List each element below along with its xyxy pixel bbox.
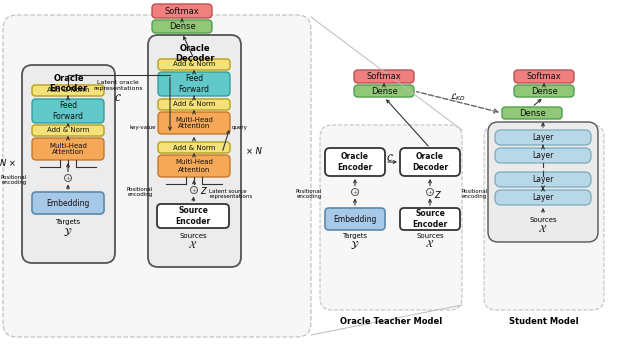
Text: $\mathcal{Y}$: $\mathcal{Y}$ (350, 239, 360, 251)
Text: Softmax: Softmax (164, 7, 200, 16)
Text: Latent oracle
representations: Latent oracle representations (93, 80, 143, 91)
Text: $\mathcal{L}_{KD}$: $\mathcal{L}_{KD}$ (450, 91, 466, 103)
Text: Add & Norm: Add & Norm (47, 128, 89, 134)
Text: Student Model: Student Model (509, 317, 579, 326)
FancyBboxPatch shape (158, 155, 230, 177)
Text: Positional
encoding: Positional encoding (462, 189, 488, 199)
Text: Multi-Head
Attention: Multi-Head Attention (49, 142, 87, 156)
Text: Latent source
representations: Latent source representations (209, 189, 252, 199)
Text: $\mathcal{C}$: $\mathcal{C}$ (386, 152, 394, 163)
FancyBboxPatch shape (514, 85, 574, 97)
Text: Oracle
Encoder: Oracle Encoder (337, 152, 372, 172)
FancyBboxPatch shape (22, 65, 115, 263)
FancyBboxPatch shape (400, 208, 460, 230)
Text: +: + (191, 187, 196, 193)
Text: Sources: Sources (416, 233, 444, 239)
Text: $\mathcal{Y}$: $\mathcal{Y}$ (63, 226, 73, 238)
FancyBboxPatch shape (325, 148, 385, 176)
Text: Add & Norm: Add & Norm (173, 61, 215, 68)
FancyBboxPatch shape (32, 192, 104, 214)
Text: key-value: key-value (129, 125, 156, 129)
FancyBboxPatch shape (484, 125, 604, 310)
Text: Softmax: Softmax (527, 72, 561, 81)
Text: Softmax: Softmax (367, 72, 401, 81)
FancyBboxPatch shape (495, 172, 591, 187)
Text: Feed
Forward: Feed Forward (179, 74, 209, 94)
FancyBboxPatch shape (152, 20, 212, 33)
FancyBboxPatch shape (158, 59, 230, 70)
FancyBboxPatch shape (158, 72, 230, 96)
FancyBboxPatch shape (3, 15, 311, 337)
FancyBboxPatch shape (158, 99, 230, 110)
Text: Add & Norm: Add & Norm (173, 145, 215, 150)
Text: Add & Norm: Add & Norm (173, 101, 215, 108)
Text: Layer: Layer (532, 151, 554, 160)
Text: Z: Z (200, 187, 205, 197)
Text: $\mathcal{X}$: $\mathcal{X}$ (188, 240, 198, 250)
FancyBboxPatch shape (354, 85, 414, 97)
Text: Multi-Head
Attention: Multi-Head Attention (175, 117, 213, 129)
FancyBboxPatch shape (32, 138, 104, 160)
Text: Feed
Forward: Feed Forward (52, 101, 83, 121)
Text: +: + (353, 189, 358, 195)
FancyBboxPatch shape (325, 208, 385, 230)
Text: Positional
encoding: Positional encoding (1, 175, 27, 185)
FancyBboxPatch shape (502, 107, 562, 119)
FancyBboxPatch shape (148, 35, 241, 267)
FancyBboxPatch shape (32, 125, 104, 136)
Text: +: + (428, 189, 433, 195)
FancyBboxPatch shape (152, 4, 212, 18)
Text: Sources: Sources (529, 217, 557, 223)
Text: Oracle Teacher Model: Oracle Teacher Model (340, 317, 442, 326)
Text: Oracle
Decoder: Oracle Decoder (175, 44, 214, 63)
Text: $\mathcal{X}$: $\mathcal{X}$ (426, 239, 435, 249)
Text: $\mathcal{C}$: $\mathcal{C}$ (114, 92, 122, 103)
Text: N ×: N × (0, 159, 16, 168)
FancyBboxPatch shape (495, 148, 591, 163)
Text: Layer: Layer (532, 133, 554, 142)
Text: Source
Encoder: Source Encoder (175, 206, 211, 226)
Text: Z: Z (434, 190, 440, 199)
FancyBboxPatch shape (157, 204, 229, 228)
Text: Positional
encoding: Positional encoding (296, 189, 322, 199)
Text: Layer: Layer (532, 193, 554, 202)
Text: Add & Norm: Add & Norm (47, 88, 89, 93)
Text: Targets: Targets (342, 233, 367, 239)
FancyBboxPatch shape (495, 190, 591, 205)
FancyBboxPatch shape (32, 99, 104, 123)
Text: Layer: Layer (532, 175, 554, 184)
Text: Embedding: Embedding (46, 198, 90, 207)
Text: Oracle
Encoder: Oracle Encoder (49, 74, 88, 93)
Text: × N: × N (246, 147, 262, 156)
FancyBboxPatch shape (495, 130, 591, 145)
Text: Source
Encoder: Source Encoder (412, 209, 447, 229)
FancyBboxPatch shape (158, 112, 230, 134)
FancyBboxPatch shape (354, 70, 414, 83)
Text: Dense: Dense (518, 108, 545, 118)
Text: +: + (65, 176, 70, 180)
FancyBboxPatch shape (514, 70, 574, 83)
FancyBboxPatch shape (488, 122, 598, 242)
FancyBboxPatch shape (32, 85, 104, 96)
Text: Dense: Dense (371, 87, 397, 96)
FancyBboxPatch shape (158, 142, 230, 153)
FancyBboxPatch shape (320, 125, 462, 310)
FancyBboxPatch shape (400, 148, 460, 176)
Text: Sources: Sources (179, 233, 207, 239)
Text: Positional
encoding: Positional encoding (127, 187, 153, 197)
Text: $\mathcal{X}$: $\mathcal{X}$ (538, 224, 548, 234)
Text: Targets: Targets (56, 219, 81, 225)
Text: Dense: Dense (531, 87, 557, 96)
Text: Dense: Dense (168, 22, 195, 31)
Text: Multi-Head
Attention: Multi-Head Attention (175, 159, 213, 172)
Text: Oracle
Decoder: Oracle Decoder (412, 152, 448, 172)
Text: query: query (232, 125, 248, 129)
Text: Embedding: Embedding (333, 215, 377, 224)
